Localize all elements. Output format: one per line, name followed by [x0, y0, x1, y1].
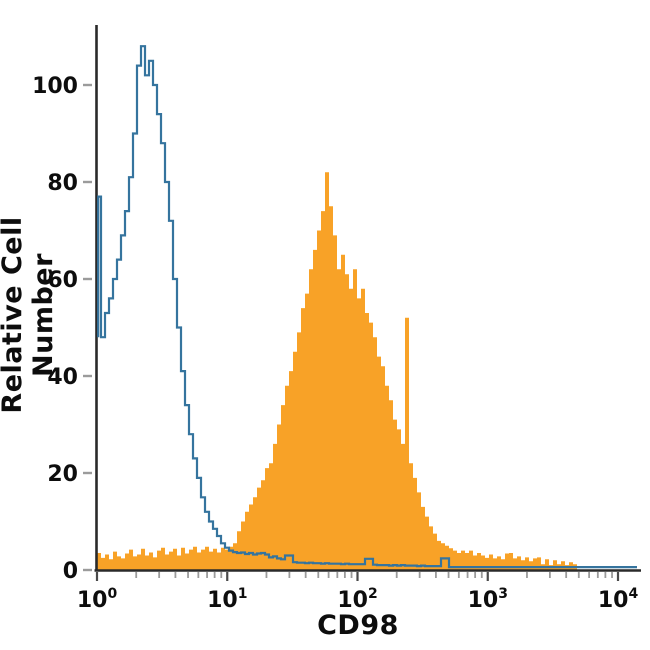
x-tick-label: 103: [468, 586, 508, 613]
y-tick-label: 40: [47, 365, 78, 390]
cd98-filled-histogram: [97, 172, 577, 571]
y-tick-label: 60: [47, 268, 78, 293]
axes: 0 20 40 60 80 100 100 101 102 103 104: [32, 25, 641, 613]
y-tick-label: 20: [47, 462, 78, 487]
x-tick-label: 101: [207, 586, 247, 613]
y-tick-label: 100: [32, 74, 78, 99]
x-tick-label: 102: [337, 586, 377, 613]
control-open-histogram: [97, 45, 637, 569]
y-axis-title: Relative Cell Number: [0, 216, 59, 414]
x-tick-label: 100: [77, 586, 118, 613]
x-axis-title: CD98: [317, 610, 399, 641]
y-tick-label: 0: [63, 559, 78, 584]
y-tick-label: 80: [47, 171, 78, 196]
x-tick-label: 104: [598, 586, 639, 613]
